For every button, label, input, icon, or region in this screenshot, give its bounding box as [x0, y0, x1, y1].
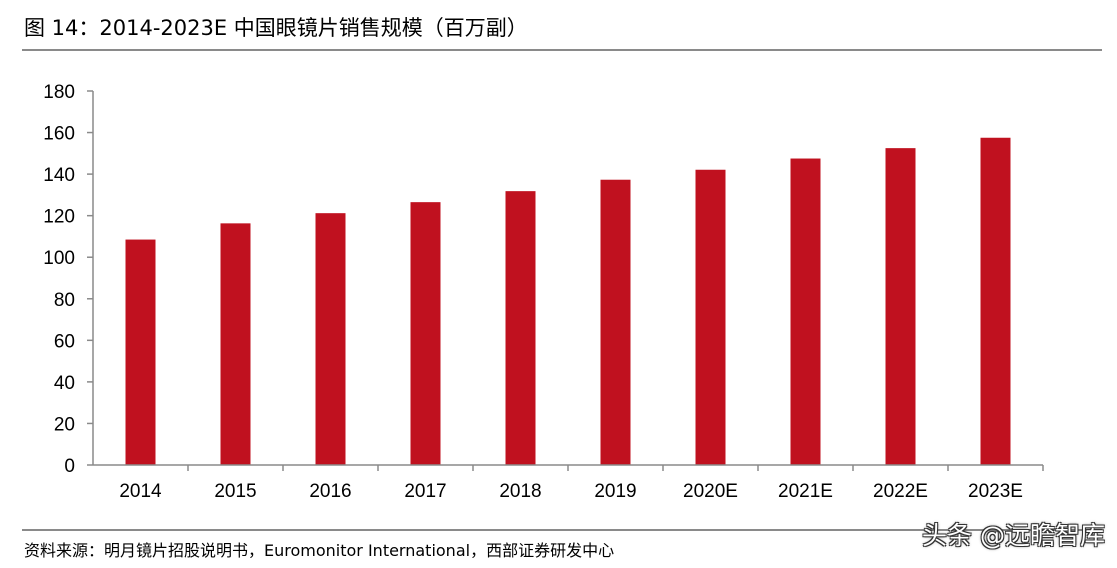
x-tick-label: 2022E	[873, 481, 928, 502]
x-tick-label: 2017	[404, 481, 446, 502]
y-tick-label: 180	[43, 82, 75, 103]
x-tick-label: 2015	[214, 481, 256, 502]
x-tick-label: 2020E	[683, 481, 738, 502]
bar-2021E	[790, 158, 821, 465]
x-tick-label: 2014	[119, 481, 162, 502]
y-tick-label: 80	[54, 290, 75, 311]
bar-2022E	[885, 148, 916, 465]
x-tick-label: 2018	[499, 481, 541, 502]
y-tick-label: 120	[43, 207, 75, 228]
x-tick-label: 2016	[309, 481, 351, 502]
chart-title: 图 14：2014-2023E 中国眼镜片销售规模（百万副）	[24, 16, 528, 40]
y-axis-ticks: 0 20 40 60 80 100 120 140 160 180	[43, 82, 93, 477]
bar-2018	[505, 191, 536, 465]
bar-2019	[600, 179, 631, 465]
x-tick-label: 2021E	[778, 481, 833, 502]
y-tick-label: 160	[43, 124, 75, 145]
title-divider	[22, 49, 1102, 51]
x-tick-label: 2019	[594, 481, 636, 502]
bar-2017	[410, 202, 441, 465]
bar-2023E	[980, 137, 1011, 465]
bar-2014	[125, 239, 156, 465]
x-tick-label: 2023E	[968, 481, 1023, 502]
y-tick-label: 40	[54, 373, 75, 394]
y-tick-label: 100	[43, 248, 75, 269]
source-note: 资料来源：明月镜片招股说明书，Euromonitor International…	[24, 541, 615, 560]
x-axis-labels: 2014 2015 2016 2017 2018 2019 2020E 2021E 2022E 2…	[119, 465, 1044, 502]
watermark: 头条 @远瞻智库	[922, 521, 1105, 550]
y-tick-label: 60	[54, 331, 75, 352]
y-tick-label: 140	[43, 165, 75, 186]
bar-2016	[315, 213, 346, 465]
bar-2020E	[695, 169, 726, 465]
source-divider	[22, 529, 1102, 531]
y-tick-label: 0	[64, 456, 75, 477]
bars-group	[125, 137, 1011, 465]
bar-2015	[220, 223, 251, 465]
y-tick-label: 20	[54, 414, 75, 435]
